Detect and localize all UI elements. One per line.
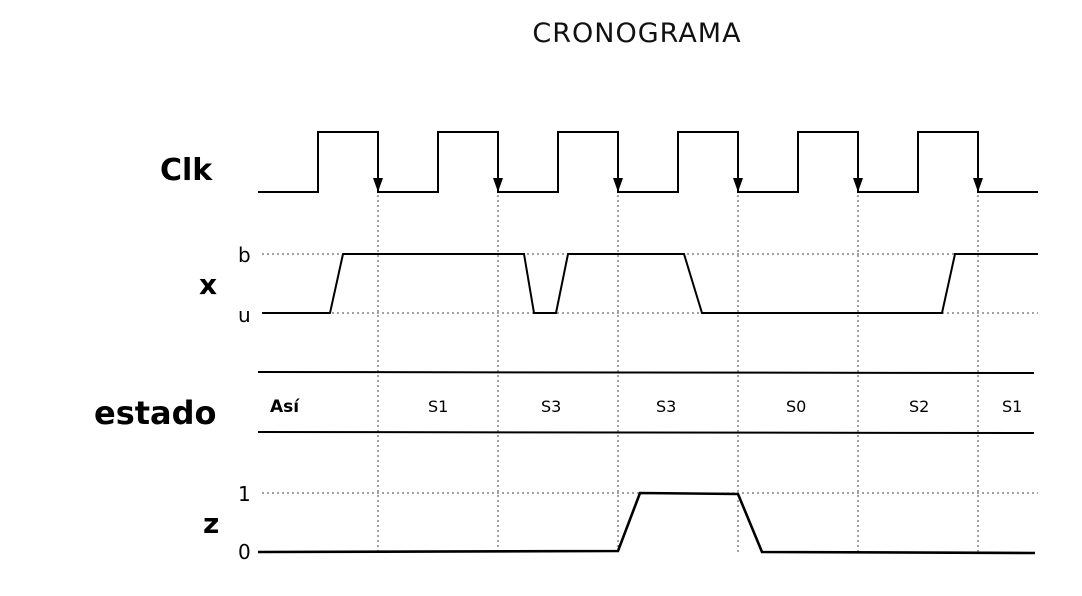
x-high-level-label: b: [238, 243, 251, 267]
z-high-level-label: 1: [238, 482, 251, 506]
falling-edge-arrow: [493, 178, 503, 192]
clk-waveform: [258, 131, 1038, 193]
state-label: Así: [270, 397, 300, 417]
falling-edge-arrow: [733, 178, 743, 192]
estado-bus-top: [257, 371, 1035, 374]
falling-edge-arrow: [373, 178, 383, 192]
clk-label: Clk: [160, 153, 213, 188]
diagram-title: CRONOGRAMA: [532, 18, 741, 49]
state-label: S1: [428, 397, 448, 416]
estado-state-labels: Así S1 S3 S3 S0 S2 S1: [270, 397, 1022, 417]
falling-edge-arrow: [973, 178, 983, 192]
z-low-level-label: 0: [238, 540, 251, 564]
estado-bus-bottom: [257, 431, 1035, 434]
x-label: x: [199, 268, 217, 301]
state-label: S0: [786, 397, 806, 416]
state-label: S3: [656, 397, 676, 416]
x-waveform: [262, 253, 1038, 314]
state-label: S2: [909, 397, 929, 416]
edge-guides: [377, 190, 979, 552]
falling-edge-arrow: [853, 178, 863, 192]
falling-edge-arrow: [613, 178, 623, 192]
clk-edge-arrows: [373, 178, 983, 192]
state-label: S3: [541, 397, 561, 416]
z-waveform: [257, 491, 1036, 555]
estado-label: estado: [94, 394, 217, 432]
z-label: z: [203, 507, 219, 540]
state-label: S1: [1002, 397, 1022, 416]
x-low-level-label: u: [238, 303, 251, 327]
